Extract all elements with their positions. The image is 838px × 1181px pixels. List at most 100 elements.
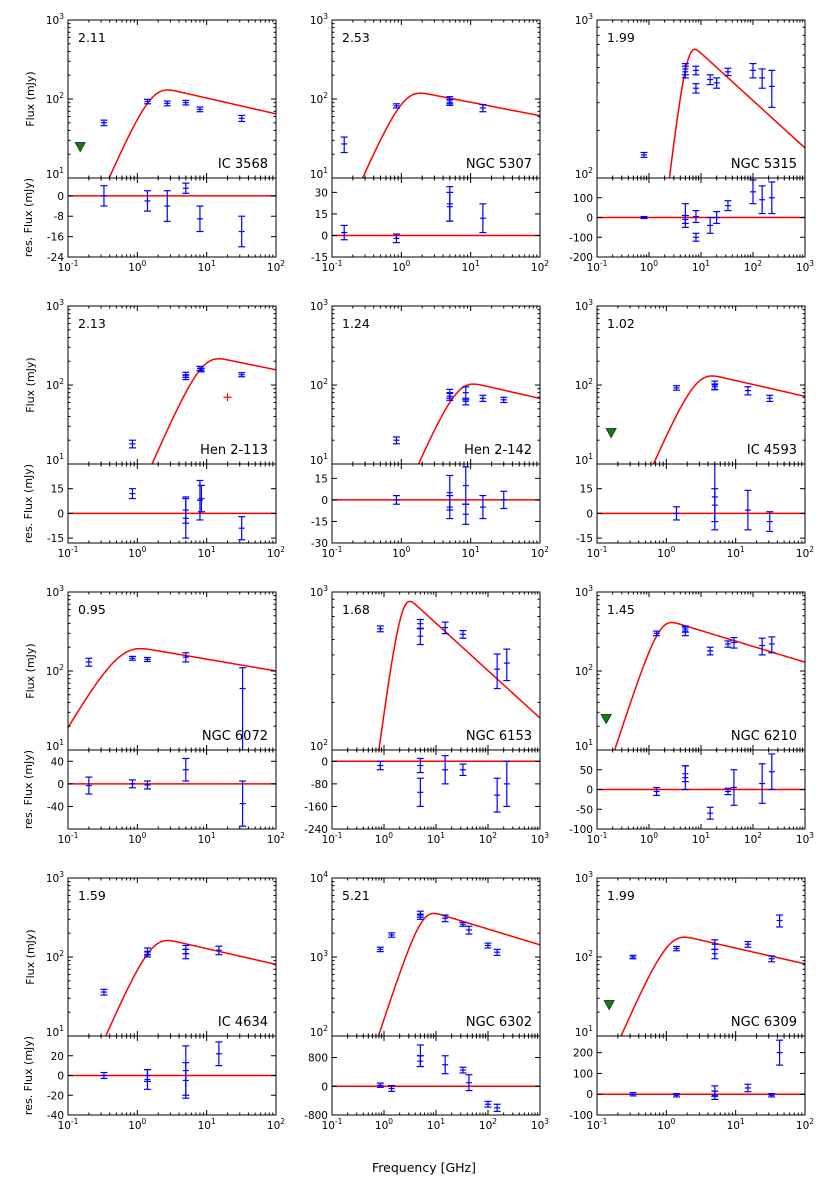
x-tick-label: 103 <box>796 831 814 846</box>
residual-point <box>196 479 204 521</box>
x-tick-label: 102 <box>796 1117 814 1132</box>
y-tick-label: 101 <box>46 1024 64 1039</box>
model-curve <box>104 939 276 1036</box>
data-point <box>459 921 467 927</box>
x-tick-label: 100 <box>375 1117 393 1132</box>
x-tick-label: 101 <box>727 545 745 560</box>
residual-point <box>465 1074 473 1092</box>
y-ticks <box>68 19 276 179</box>
object-name: IC 4593 <box>747 443 797 458</box>
panel-value-label: 1.99 <box>607 30 635 45</box>
panel-value-label: 0.95 <box>78 602 106 617</box>
y-tick-label: 102 <box>46 949 64 964</box>
x-tick-label: 101 <box>198 831 216 846</box>
object-name: NGC 5315 <box>731 157 797 172</box>
panel-ngc-6072: 10-1 100 101 102 101 102 103 40 0 -40 0.95 NGC 6072… <box>22 584 285 846</box>
x-tick-label: 102 <box>479 831 497 846</box>
y-ticks <box>332 19 540 179</box>
residual-tick-label: -40 <box>47 801 64 813</box>
residual-y-ticks <box>597 488 805 539</box>
residual-tick-label: 0 <box>586 1089 593 1101</box>
residual-tick-label: -16 <box>47 232 64 244</box>
y-ticks <box>332 591 540 751</box>
data-point <box>392 436 400 445</box>
y-ticks <box>597 19 805 179</box>
x-tick-label: 102 <box>531 259 549 274</box>
data-point <box>85 657 93 667</box>
flux-y-axis-label: Flux (mJy) <box>24 929 37 984</box>
residual-point <box>238 215 246 248</box>
residual-point <box>713 210 721 225</box>
data-point <box>672 385 680 391</box>
residual-y-axis-label: res. Flux (mJy) <box>22 1036 35 1115</box>
y-tick-label: 101 <box>310 452 328 467</box>
data-point <box>416 914 424 920</box>
residual-point <box>182 496 190 524</box>
panel-value-label: 5.21 <box>342 888 370 903</box>
data-point <box>758 637 766 656</box>
x-ticks <box>67 878 277 1115</box>
x-tick-label: 101 <box>427 831 445 846</box>
upper-limit-marker <box>605 428 617 439</box>
x-tick-label: 102 <box>267 259 285 274</box>
object-name: NGC 6072 <box>202 729 268 744</box>
data-point <box>441 621 449 635</box>
residual-point <box>340 224 348 241</box>
panel-value-label: 1.02 <box>607 316 635 331</box>
x-tick-label: 102 <box>267 831 285 846</box>
data-point <box>640 151 648 159</box>
x-tick-label: 10-1 <box>587 545 608 560</box>
model-curve <box>68 647 276 729</box>
x-ticks <box>331 20 541 257</box>
data-point <box>681 625 689 633</box>
x-tick-label: 103 <box>531 1117 549 1132</box>
x-tick-label: 102 <box>531 545 549 560</box>
residual-axes-frame <box>67 177 277 258</box>
residual-point <box>215 1041 223 1067</box>
y-tick-label: 102 <box>46 377 64 392</box>
residual-point <box>653 786 661 797</box>
x-ticks <box>331 592 541 829</box>
residual-point <box>459 763 467 776</box>
data-point <box>706 74 714 86</box>
residual-tick-label: -20 <box>47 1090 64 1102</box>
residual-point <box>238 516 246 541</box>
data-point <box>392 103 400 109</box>
upper-limit-marker <box>603 1000 615 1011</box>
residual-point <box>706 216 714 234</box>
y-tick-label: 101 <box>46 738 64 753</box>
y-ticks <box>597 877 805 1037</box>
residual-tick-label: 50 <box>580 765 593 777</box>
residual-point <box>681 765 689 783</box>
data-point <box>416 628 424 646</box>
data-point <box>744 386 752 396</box>
y-ticks <box>597 591 805 751</box>
x-ticks <box>67 20 277 257</box>
residual-y-ticks <box>68 1055 276 1116</box>
x-ticks <box>331 306 541 543</box>
residual-tick-label: 0 <box>321 1081 328 1093</box>
residual-tick-label: 40 <box>51 756 64 768</box>
data-point <box>484 942 492 949</box>
x-tick-label: 101 <box>198 259 216 274</box>
x-tick-label: 100 <box>640 831 658 846</box>
x-ticks <box>596 306 806 543</box>
flux-y-axis-label: Flux (mJy) <box>24 71 37 126</box>
residual-y-ticks <box>332 477 540 544</box>
residual-point <box>692 209 700 224</box>
data-point <box>706 646 714 656</box>
data-point <box>100 988 108 996</box>
data-point <box>446 392 454 401</box>
residual-tick-label: 0 <box>586 785 593 797</box>
y-tick-label: 103 <box>46 584 64 599</box>
y-tick-label: 103 <box>575 584 593 599</box>
residual-point <box>758 763 766 804</box>
residual-point <box>462 503 470 525</box>
residual-point <box>388 1084 396 1092</box>
residual-tick-label: -800 <box>304 1110 328 1122</box>
object-name: NGC 6153 <box>466 729 532 744</box>
